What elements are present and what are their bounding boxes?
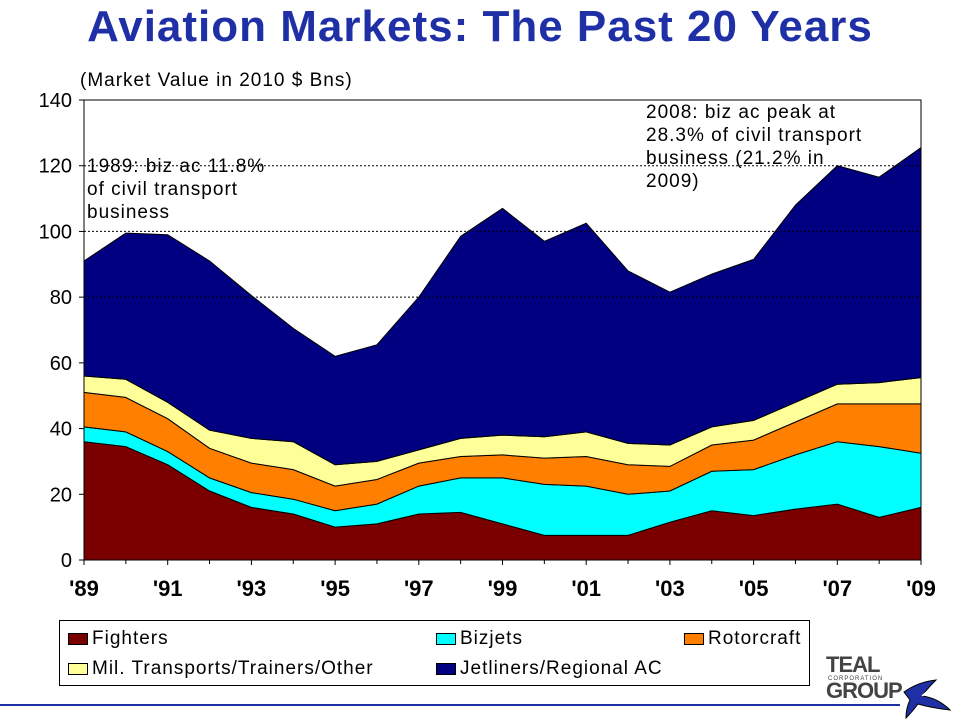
legend-swatch-mil-transports <box>68 663 88 675</box>
x-tick-label-0: '89 <box>69 576 99 601</box>
x-tick-label-10: '09 <box>906 576 936 601</box>
legend-item-fighters: Fighters <box>68 628 169 650</box>
x-tick-label-6: '01 <box>571 576 601 601</box>
x-tick-label-3: '95 <box>320 576 350 601</box>
x-tick-label-7: '03 <box>655 576 685 601</box>
x-tick-label-9: '07 <box>822 576 852 601</box>
gridlines <box>84 165 921 298</box>
y-tick-label-120: 120 <box>39 156 72 178</box>
legend-label-rotorcraft: Rotorcraft <box>708 628 802 649</box>
y-tick-label-100: 100 <box>39 221 72 243</box>
chart-title: Aviation Markets: The Past 20 Years <box>87 2 873 51</box>
teal-group-logo: TEAL GROUP CORPORATION <box>826 652 956 720</box>
legend-label-jetliners: Jetliners/Regional AC <box>460 658 663 679</box>
legend-swatch-rotorcraft <box>684 633 704 645</box>
y-tick-label-80: 80 <box>50 287 72 309</box>
y-tick-label-60: 60 <box>50 353 72 375</box>
legend-swatch-fighters <box>68 633 88 645</box>
y-tick-label-140: 140 <box>39 90 72 112</box>
x-tick-label-4: '97 <box>404 576 434 601</box>
chart-subtitle: (Market Value in 2010 $ Bns) <box>80 70 353 91</box>
legend: Fighters Bizjets Rotorcraft Mil. Transpo… <box>59 620 810 686</box>
axes: 0 20 40 60 80 100 120 140 '89 '91 '93 '95 '97 '99 '01 '… <box>39 90 936 601</box>
legend-swatch-jetliners <box>436 663 456 675</box>
y-tick-label-40: 40 <box>50 419 72 441</box>
legend-item-mil-transports: Mil. Transports/Trainers/Other <box>68 658 374 680</box>
logo-name: TEAL GROUP <box>826 652 903 703</box>
annotation-1989: 1989: biz ac 11.8% of civil transport bu… <box>87 156 266 223</box>
legend-item-jetliners: Jetliners/Regional AC <box>436 658 663 680</box>
bottom-rule <box>0 704 900 706</box>
legend-label-bizjets: Bizjets <box>460 628 523 649</box>
legend-label-mil-transports: Mil. Transports/Trainers/Other <box>92 658 374 679</box>
y-tick-label-20: 20 <box>50 484 72 506</box>
legend-label-fighters: Fighters <box>92 628 169 649</box>
legend-item-bizjets: Bizjets <box>436 628 523 650</box>
x-tick-label-5: '99 <box>488 576 518 601</box>
x-tick-label-1: '91 <box>153 576 183 601</box>
bird-icon <box>903 679 952 720</box>
annotation-2008: 2008: biz ac peak at 28.3% of civil tran… <box>646 102 863 192</box>
x-tick-label-2: '93 <box>237 576 267 601</box>
legend-item-rotorcraft: Rotorcraft <box>684 628 801 650</box>
y-tick-label-0: 0 <box>61 550 72 572</box>
x-tick-label-8: '05 <box>739 576 769 601</box>
logo-sub: CORPORATION <box>828 676 884 682</box>
legend-swatch-bizjets <box>436 633 456 645</box>
